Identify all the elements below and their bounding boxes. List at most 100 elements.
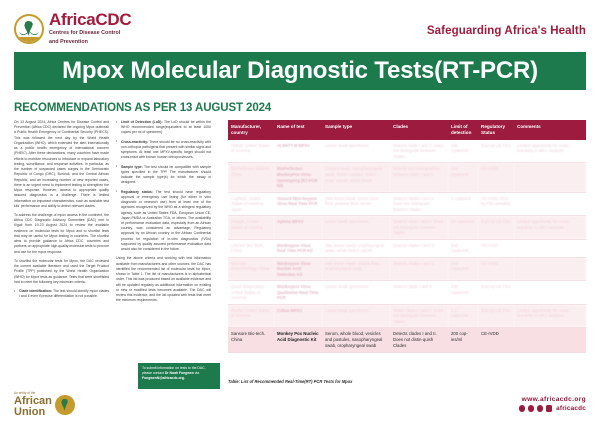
- cell-manufacturer: Hologic, United States of America: [228, 215, 274, 240]
- table-caption: Table: List of Recommended Real-Time(RT)…: [228, 379, 353, 384]
- paragraph-3: To shortlist the molecular tests for Mpo…: [14, 258, 109, 284]
- cell-regulatory: CE-IVDD, EUA by FDA pending: [478, 192, 514, 217]
- callout-contact-prefix: contact: [152, 370, 164, 375]
- cell-test-name: Monkey Pox Nucleic Acid Diagnostic Kit: [274, 327, 322, 353]
- cell-regulatory: CE-IVDD: [478, 327, 514, 353]
- table-row: BioPerfectus Biotech, China BioPerfectus …: [228, 162, 586, 193]
- cell-comments: [514, 280, 586, 305]
- cell-comments: [514, 162, 586, 193]
- cell-sample-type: Crusted swab, Nasopharyngeal swab, lesio…: [322, 162, 390, 193]
- bullet-limit-of-detection: Limit of Detection (LoD): The LoD should…: [116, 120, 211, 136]
- callout-contact-name: Dr Noah Fongwen: [164, 370, 194, 375]
- column-header-test-name: Name of test: [274, 120, 322, 140]
- middle-text-column: Limit of Detection (LoD): The LoD should…: [116, 120, 211, 388]
- cell-lod: 3 copies/ul: [448, 192, 478, 217]
- page-header: AfricaCDC Centres for Disease Control an…: [0, 0, 600, 52]
- instagram-icon[interactable]: [536, 405, 544, 412]
- table-row: Hologic, United States of America Aptima …: [228, 215, 586, 240]
- table-row: Abbott, United States of America ALINITY …: [228, 139, 586, 164]
- website-url[interactable]: www.africacdc.org: [521, 396, 586, 403]
- footer-right: www.africacdc.org africacdc: [518, 396, 586, 412]
- cell-manufacturer: Sansure Bio-tech. China: [228, 327, 274, 353]
- column-header-lod: Limit of detection: [448, 120, 478, 140]
- column-header-manufacturer: Manufacturer, country: [228, 120, 274, 140]
- cell-manufacturer: BioPerfectus Biotech, China: [228, 162, 274, 193]
- cell-regulatory: CE-IVDD: [478, 162, 514, 193]
- bullet-label: Limit of Detection (LoD):: [121, 120, 163, 124]
- bullet-sample-type: Sample type: The test should be compatib…: [116, 164, 211, 186]
- cell-manufacturer: Cepheid, United States of America, Japan: [228, 192, 274, 217]
- left-text-column: On 13 August 2024, Africa Centres for Di…: [14, 120, 109, 388]
- brand-subtitle-line1: Centres for Disease Control: [49, 30, 121, 36]
- cell-test-name: ALINITY M MPXV: [274, 139, 322, 164]
- cell-clades: Detects clade I and II.: [390, 280, 448, 305]
- recommended-tests-table: Manufacturer, country Name of test Sampl…: [228, 120, 586, 353]
- bullet-text: The test should identify mpox clades I a…: [19, 289, 109, 299]
- bullet-label: Cross-reactivity:: [121, 139, 149, 144]
- linkedin-icon[interactable]: [545, 405, 553, 412]
- cell-lod: 500 copies/ml: [448, 239, 478, 258]
- social-links: africacdc: [518, 405, 586, 412]
- cell-test-name: Aptima MPXV: [274, 215, 322, 240]
- cell-manufacturer: Abbott, United States of America: [228, 139, 274, 164]
- cell-comments: [514, 192, 586, 217]
- table-row: Sansure Bio-tech. China Monkey Pox Nuclei…: [228, 327, 586, 353]
- bullet-text: The test should be compatible with sampl…: [121, 164, 211, 185]
- brand-subtitle-line2: and Prevention: [49, 39, 88, 46]
- criteria-bullet-list: Limit of Detection (LoD): The LoD should…: [116, 120, 211, 252]
- table-row: Liferiver Bio-Tech, China Monkeypox Virus…: [228, 239, 586, 258]
- cell-lod: 400 copies/ml: [448, 257, 478, 282]
- cell-sample-type: Lesion swab specimens: [322, 280, 390, 305]
- bullet-label: Sample type:: [121, 164, 143, 169]
- contact-callout: To submit information on tests to the DA…: [138, 363, 220, 389]
- tests-table-container: Manufacturer, country Name of test Sampl…: [228, 120, 586, 353]
- table-header-row: Manufacturer, country Name of test Sampl…: [228, 120, 586, 140]
- table-row: Quest Diagnostics, United States of Amer…: [228, 280, 586, 305]
- cell-test-name: Monkeypox Virus Real Time PCR Kit: [274, 239, 322, 258]
- cell-sample-type: Skin lesion swab, lesion crust fluid, pu…: [322, 192, 390, 217]
- paragraph-1: On 13 August 2024, Africa Centres for Di…: [14, 120, 109, 208]
- au-entity-label: An entity of the: [14, 391, 36, 395]
- cell-sample-type: Lesion swab specimens: [322, 215, 390, 240]
- table-row: Cepheid, United States of America, Japan…: [228, 192, 586, 217]
- au-name-line2: Union: [14, 405, 46, 418]
- cell-comments: [514, 239, 586, 258]
- callout-contact-email[interactable]: FongwenN@africacdc.org.: [142, 375, 185, 380]
- cell-clades: Detects and distinguishes between clade …: [390, 162, 448, 193]
- left-bullet-list: Clade identification: The test should id…: [14, 289, 109, 299]
- cell-test-name: Viasure Mon-keypox Virus Real Time PCR: [274, 192, 322, 217]
- social-handle: africacdc: [556, 405, 586, 412]
- table-row: Roche, United States of America Cobas MPX…: [228, 304, 586, 329]
- title-banner: Mpox Molecular Diagnostic Tests(RT-PCR): [14, 52, 586, 90]
- page-title: Mpox Molecular Diagnostic Tests(RT-PCR): [62, 57, 538, 84]
- bullet-text: The LoD should be within the WHO recomme…: [121, 120, 211, 135]
- cell-lod: 154 copies/ml: [448, 162, 478, 193]
- cell-regulatory: EUA by US FDA: [478, 280, 514, 305]
- cell-comments: [514, 257, 586, 282]
- cell-test-name: Monkeypox Virus Nucleic Acid Detection K…: [274, 257, 322, 282]
- cell-clades: Detects clades I and II.: [390, 239, 448, 258]
- cell-lod: 20 copies/ml: [448, 215, 478, 240]
- cell-clades: Detects clade I and II. Does not disting…: [390, 215, 448, 240]
- cell-clades: Detects clades I and II. Does not distin…: [390, 192, 448, 217]
- callout-contact-via: via: [194, 370, 200, 375]
- twitter-icon[interactable]: [518, 405, 526, 412]
- cell-test-name: Cobas MPXV: [274, 304, 322, 329]
- callout-line-1: To submit information on tests to the DA…: [142, 366, 206, 375]
- bullet-label: Regulatory status:: [121, 189, 153, 194]
- table-row: Maccura Biotechnology, China Monkeypox Vi…: [228, 257, 586, 282]
- bullet-text: There should be no cross-reactivity with…: [121, 139, 212, 160]
- facebook-icon[interactable]: [527, 405, 535, 412]
- african-union-seal-icon: [54, 394, 75, 415]
- cell-regulatory: CE-IVDD: [478, 257, 514, 282]
- tagline: Safeguarding Africa's Health: [426, 25, 586, 37]
- cell-regulatory: EUA by US FDA: [478, 304, 514, 329]
- cell-clades: Detects clades I and II. Does not distin…: [390, 327, 448, 353]
- body-columns: On 13 August 2024, Africa Centres for Di…: [14, 120, 219, 388]
- cell-regulatory: EUA by US FDA: [478, 215, 514, 240]
- african-union-logo: An entity of the African Union: [14, 391, 75, 418]
- cell-manufacturer: Maccura Biotechnology, China: [228, 257, 274, 282]
- cell-clades: Detects clades I and II.: [390, 257, 448, 282]
- africa-cdc-logo-icon: [14, 13, 44, 44]
